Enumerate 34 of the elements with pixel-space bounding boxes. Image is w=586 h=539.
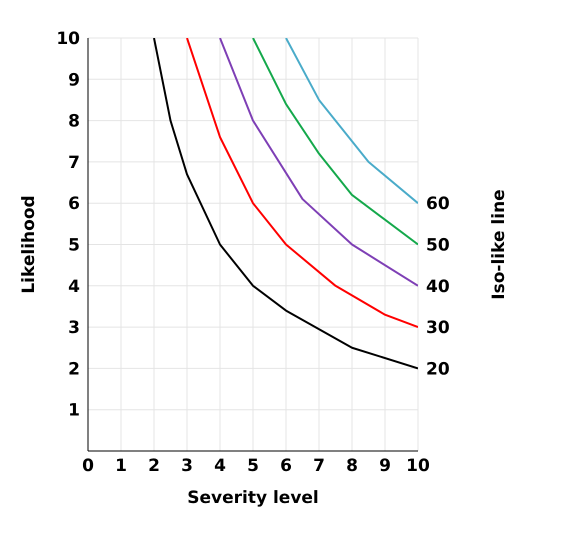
- line-series: [219, 38, 418, 287]
- y-tick-label: 8: [68, 112, 80, 132]
- x-tick-label: 1: [115, 456, 127, 476]
- line-series: [186, 38, 418, 328]
- y-tick-label: 5: [68, 236, 80, 256]
- y2-axis-title: Iso-like line: [489, 189, 510, 300]
- x-axis-title: Severity level: [187, 488, 319, 508]
- x-tick-label: 7: [313, 456, 325, 476]
- series-label: 40: [426, 276, 450, 297]
- y-tick-label: 1: [68, 400, 80, 421]
- y-tick-label: 3: [68, 318, 80, 338]
- y-tick-label: 4: [68, 276, 80, 297]
- y-tick-label: 7: [68, 152, 80, 173]
- x-tick-label: 2: [148, 456, 160, 476]
- series-label: 60: [426, 194, 450, 214]
- x-tick-label: 6: [280, 456, 292, 476]
- x-tick-label: 3: [181, 456, 193, 476]
- x-tick-label: 0: [82, 456, 94, 476]
- x-tick-label: 5: [247, 456, 259, 476]
- line-series: [153, 38, 418, 370]
- x-tick-label: 8: [346, 456, 358, 476]
- y-tick-label: 2: [68, 359, 80, 380]
- series-label: 20: [426, 359, 450, 380]
- y-axis-title: Likelihood: [19, 195, 40, 294]
- series-label: 30: [426, 318, 450, 338]
- y-tick-label: 6: [68, 194, 80, 214]
- y-tick-label: 10: [56, 29, 80, 50]
- x-tick-label: 9: [379, 456, 391, 476]
- line-series: [252, 38, 418, 246]
- series-label: 50: [426, 236, 450, 256]
- y-tick-label: 9: [68, 70, 80, 90]
- line-series: [285, 38, 418, 204]
- x-tick-label: 4: [214, 456, 226, 476]
- x-tick-label: 10: [406, 456, 430, 476]
